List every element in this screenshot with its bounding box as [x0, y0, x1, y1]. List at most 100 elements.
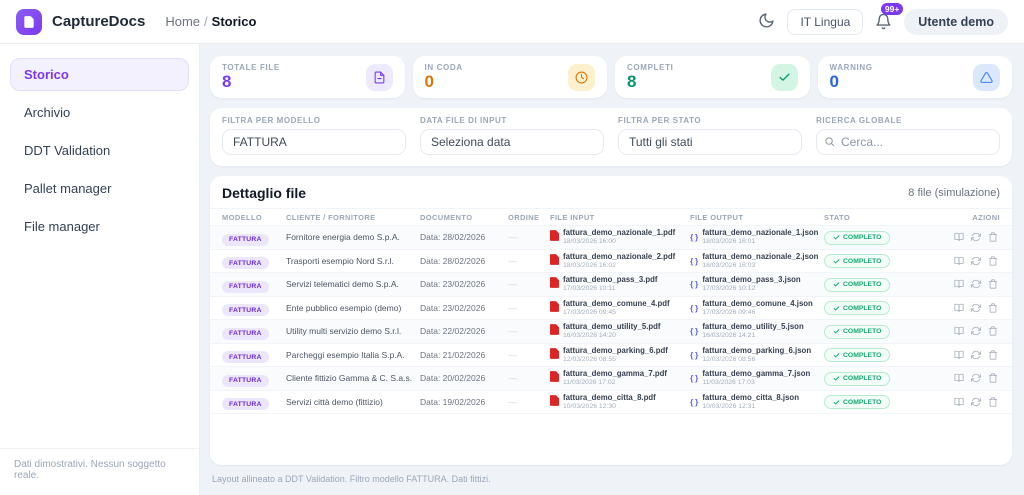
filter-model-input[interactable]: [222, 129, 406, 155]
input-file-link[interactable]: fattura_demo_pass_3.pdf: [563, 275, 658, 285]
dark-mode-toggle[interactable]: [758, 12, 775, 32]
input-file-link[interactable]: fattura_demo_parking_6.pdf: [563, 345, 668, 355]
reprocess-button[interactable]: [971, 279, 981, 289]
delete-button[interactable]: [988, 279, 998, 289]
pdf-file-icon: [550, 252, 559, 270]
notifications-button[interactable]: 99+: [875, 2, 904, 35]
refresh-icon: [971, 397, 981, 406]
input-file-link[interactable]: fattura_demo_gamma_7.pdf: [563, 369, 667, 379]
pdf-file-icon: [550, 299, 559, 317]
json-file-icon: { }: [690, 279, 699, 290]
filter-date-label: DATA FILE DI INPUT: [420, 116, 507, 125]
json-file-icon: { }: [690, 373, 699, 384]
sidebar-item-pallet-manager[interactable]: Pallet manager: [24, 181, 112, 196]
refresh-icon: [971, 327, 981, 336]
stat-value: 0: [424, 71, 434, 91]
delete-button[interactable]: [988, 326, 998, 336]
model-badge: FATTURA: [222, 374, 269, 387]
sidebar: Storico Archivio DDT Validation Pallet m…: [0, 44, 200, 495]
view-details-button[interactable]: [954, 373, 964, 383]
output-file-link[interactable]: fattura_demo_gamma_7.json: [702, 369, 811, 379]
table-row[interactable]: FATTURA Ente pubblico esempio (demo) Dat…: [210, 297, 1012, 320]
table-row[interactable]: FATTURA Servizi telematici demo S.p.A. D…: [210, 273, 1012, 297]
book-open-icon: [954, 233, 964, 242]
refresh-icon: [971, 303, 981, 312]
view-details-button[interactable]: [954, 303, 964, 313]
view-details-button[interactable]: [954, 397, 964, 407]
column-header: DOCUMENTO: [420, 212, 473, 222]
table-row[interactable]: FATTURA Cliente fittizio Gamma & C. S.a.…: [210, 367, 1012, 391]
input-file-link[interactable]: fattura_demo_nazionale_1.pdf: [563, 228, 676, 238]
output-file-timestamp: 10/03/2026 12:31: [702, 402, 756, 410]
view-details-button[interactable]: [954, 256, 964, 266]
input-file-link[interactable]: fattura_demo_utility_5.pdf: [563, 322, 661, 332]
document-date-cell: Data: 21/02/2026: [420, 349, 486, 360]
input-file-link[interactable]: fattura_demo_nazionale_2.pdf: [563, 251, 676, 261]
input-file-link[interactable]: fattura_demo_citta_8.pdf: [563, 392, 656, 402]
input-file-timestamp: 18/03/2026 16:00: [563, 238, 616, 246]
pdf-file-icon: [550, 346, 559, 364]
output-file-link[interactable]: fattura_demo_pass_3.json: [702, 275, 801, 285]
reprocess-button[interactable]: [971, 326, 981, 336]
output-file-link[interactable]: fattura_demo_comune_4.json: [702, 298, 813, 308]
delete-button[interactable]: [988, 373, 998, 383]
trash-icon: [988, 256, 998, 266]
reprocess-button[interactable]: [971, 373, 981, 383]
breadcrumb: Home / Storico: [165, 14, 257, 29]
sidebar-item-ddt-validation[interactable]: DDT Validation: [24, 143, 111, 158]
json-file-icon: { }: [690, 255, 699, 266]
table-row[interactable]: FATTURA Utility multi servizio demo S.r.…: [210, 320, 1012, 344]
language-button[interactable]: IT Lingua: [787, 8, 864, 35]
order-cell: —: [508, 326, 517, 337]
input-file-timestamp: 10/03/2026 12:30: [563, 402, 616, 410]
filter-status-select[interactable]: Tutti gli stati: [618, 129, 802, 155]
output-file-link[interactable]: fattura_demo_nazionale_1.json: [702, 228, 819, 238]
book-open-icon: [954, 397, 964, 406]
view-details-button[interactable]: [954, 350, 964, 360]
input-file-link[interactable]: fattura_demo_comune_4.pdf: [563, 298, 670, 308]
delete-button[interactable]: [988, 256, 998, 266]
column-header: MODELLO: [222, 212, 263, 222]
delete-button[interactable]: [988, 350, 998, 360]
pdf-file-icon: [550, 393, 559, 411]
output-file-link[interactable]: fattura_demo_nazionale_2.json: [702, 251, 819, 261]
reprocess-button[interactable]: [971, 232, 981, 242]
table-body: FATTURA Fornitore energia demo S.p.A. Da…: [210, 226, 1012, 414]
file-icon: [365, 63, 393, 91]
table-row[interactable]: FATTURA Fornitore energia demo S.p.A. Da…: [210, 226, 1012, 250]
reprocess-button[interactable]: [971, 256, 981, 266]
order-cell: —: [508, 396, 517, 407]
table-row[interactable]: FATTURA Trasporti esempio Nord S.r.l. Da…: [210, 250, 1012, 273]
trash-icon: [988, 373, 998, 383]
reprocess-button[interactable]: [971, 350, 981, 360]
json-file-icon: { }: [690, 349, 699, 360]
book-open-icon: [954, 350, 964, 359]
table-row[interactable]: FATTURA Servizi città demo (fittizio) Da…: [210, 391, 1012, 414]
output-file-link[interactable]: fattura_demo_citta_8.json: [702, 392, 799, 402]
sidebar-item-archivio[interactable]: Archivio: [24, 105, 71, 120]
reprocess-button[interactable]: [971, 303, 981, 313]
view-details-button[interactable]: [954, 232, 964, 242]
output-file-link[interactable]: fattura_demo_utility_5.json: [702, 322, 804, 332]
stats-row: TOTALE FILE 8 IN CODA 0 COMPLETI: [210, 56, 1012, 98]
stat-card-warning: WARNING 0: [817, 56, 1012, 98]
filter-date-input[interactable]: Seleziona data: [420, 129, 604, 155]
delete-button[interactable]: [988, 303, 998, 313]
reprocess-button[interactable]: [971, 397, 981, 407]
pdf-file-icon: [550, 322, 559, 340]
search-input[interactable]: [816, 129, 1000, 155]
sidebar-item-storico[interactable]: Storico: [10, 58, 189, 91]
model-badge: FATTURA: [222, 398, 269, 411]
table-row[interactable]: FATTURA Parcheggi esempio Italia S.p.A. …: [210, 344, 1012, 367]
order-cell: —: [508, 373, 517, 384]
delete-button[interactable]: [988, 397, 998, 407]
breadcrumb-home[interactable]: Home: [165, 14, 201, 29]
user-menu-button[interactable]: Utente demo: [904, 8, 1008, 35]
stat-card-completi: COMPLETI 8: [615, 56, 810, 98]
json-file-icon: { }: [690, 326, 699, 337]
output-file-link[interactable]: fattura_demo_parking_6.json: [702, 345, 812, 355]
view-details-button[interactable]: [954, 326, 964, 336]
view-details-button[interactable]: [954, 279, 964, 289]
delete-button[interactable]: [988, 232, 998, 242]
sidebar-item-file-manager[interactable]: File manager: [24, 219, 100, 234]
